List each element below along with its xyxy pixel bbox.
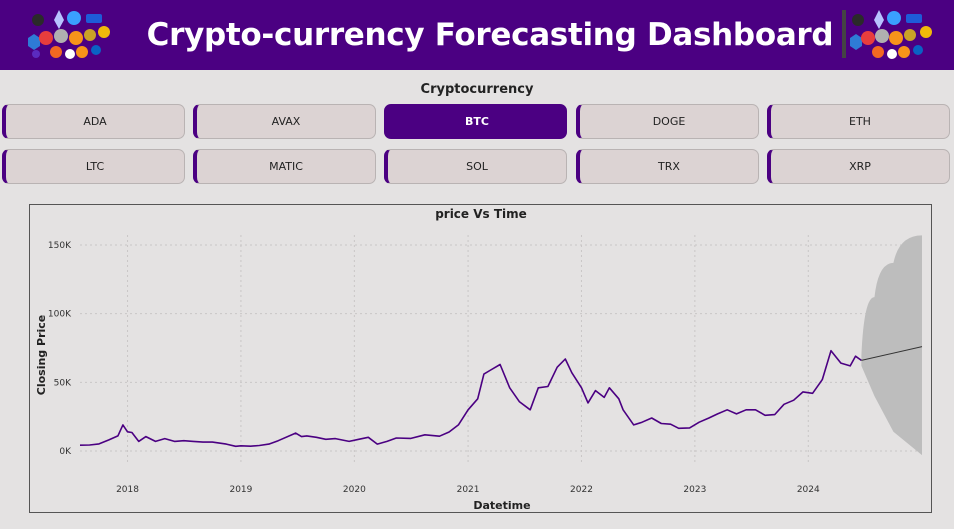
slicer-option-eth[interactable]: ETH bbox=[767, 104, 950, 139]
price-chart: price Vs Time 0K 50K 100K 150K 2018 2019 2020… bbox=[29, 204, 932, 513]
y-axis-label: Closing Price bbox=[35, 315, 48, 396]
x-axis-label: Datetime bbox=[473, 499, 530, 512]
slicer-option-xrp[interactable]: XRP bbox=[767, 149, 950, 184]
slicer-option-avax[interactable]: AVAX bbox=[193, 104, 376, 139]
coin-cluster-icon bbox=[28, 10, 110, 59]
x-tick-label: 2018 bbox=[116, 485, 139, 495]
x-tick-label: 2019 bbox=[229, 485, 252, 495]
slicer-option-btc[interactable]: BTC bbox=[384, 104, 567, 139]
y-tick-label: 100K bbox=[48, 310, 72, 320]
y-axis: 0K 50K 100K 150K bbox=[48, 241, 72, 457]
price-line-layer bbox=[79, 346, 923, 448]
header-bar: Crypto-currency Forecasting Dashboard bbox=[0, 0, 954, 70]
y-tick-label: 150K bbox=[48, 241, 72, 251]
y-tick-label: 0K bbox=[59, 447, 72, 457]
x-axis: 2018 2019 2020 2021 2022 2023 2024 bbox=[116, 485, 820, 495]
forecast-band-layer bbox=[861, 235, 922, 456]
x-tick-label: 2021 bbox=[457, 485, 480, 495]
slicer-option-ltc[interactable]: LTC bbox=[2, 149, 185, 184]
slicer-option-trx[interactable]: TRX bbox=[576, 149, 759, 184]
slicer-option-doge[interactable]: DOGE bbox=[576, 104, 759, 139]
x-tick-label: 2022 bbox=[570, 485, 593, 495]
forecast-line bbox=[861, 346, 923, 361]
dashboard-title: Crypto-currency Forecasting Dashboard bbox=[146, 17, 834, 53]
x-tick-label: 2020 bbox=[343, 485, 366, 495]
chart-grid bbox=[80, 235, 922, 465]
x-tick-label: 2023 bbox=[683, 485, 706, 495]
cryptocurrency-slicer: ADA AVAX BTC DOGE ETH LTC MATIC SOL TRX … bbox=[0, 104, 954, 186]
slicer-option-ada[interactable]: ADA bbox=[2, 104, 185, 139]
chart-title: price Vs Time bbox=[435, 207, 527, 221]
slicer-label: Cryptocurrency bbox=[420, 82, 534, 97]
y-tick-label: 50K bbox=[54, 378, 72, 388]
forecast-confidence-band bbox=[861, 235, 922, 456]
price-series-line bbox=[79, 349, 862, 448]
x-tick-label: 2024 bbox=[797, 485, 820, 495]
coin-cluster-icon bbox=[842, 10, 932, 59]
slicer-option-matic[interactable]: MATIC bbox=[193, 149, 376, 184]
price-chart-svg: price Vs Time 0K 50K 100K 150K 2018 2019 2020… bbox=[35, 207, 923, 512]
slicer-option-sol[interactable]: SOL bbox=[384, 149, 567, 184]
